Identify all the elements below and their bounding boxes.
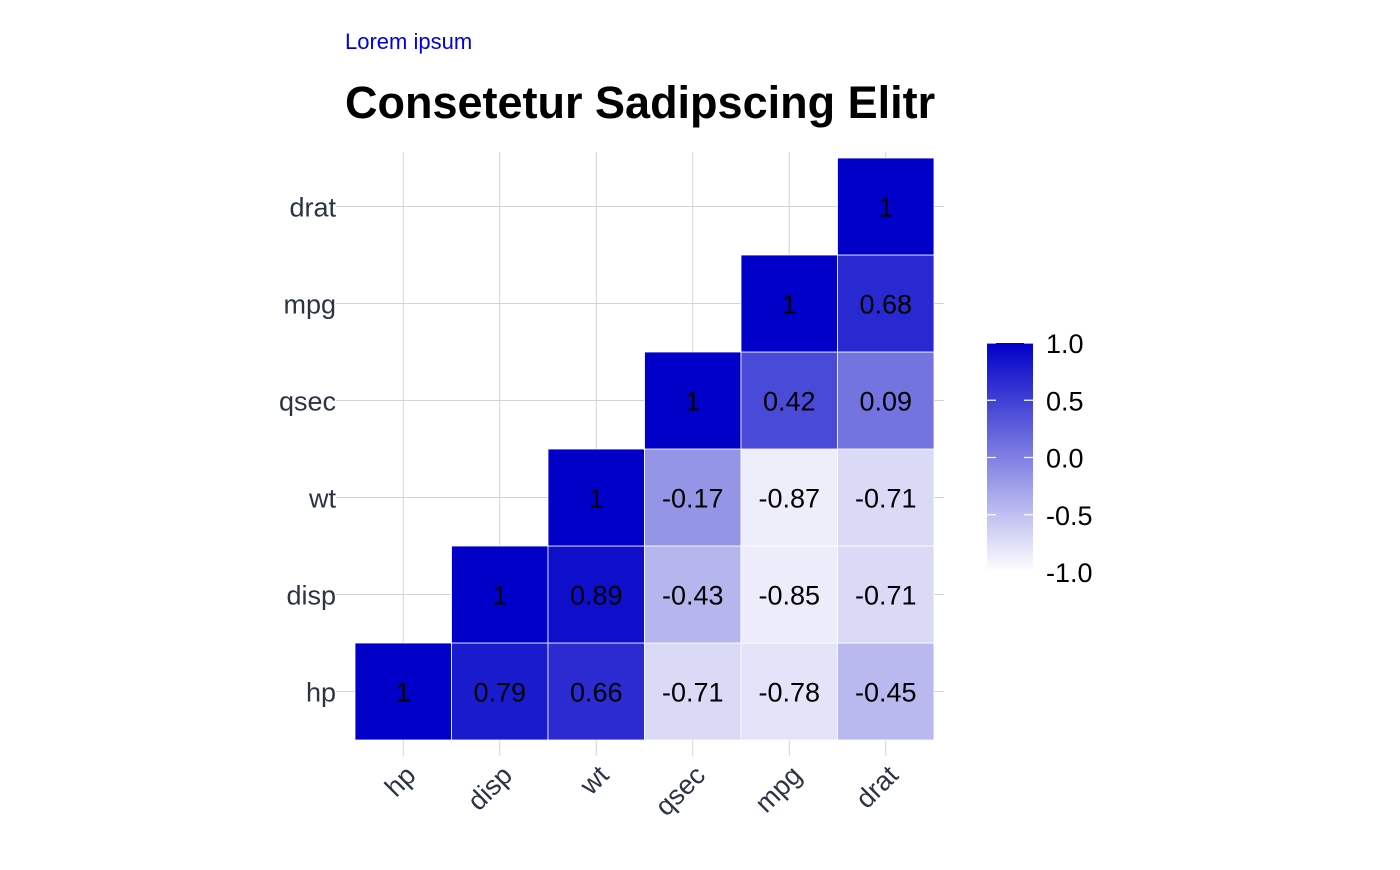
cell-label-mpg-hp: -0.78: [758, 678, 820, 708]
heatmap-cell-qsec-wt: [644, 448, 742, 547]
cell-label-drat-drat: 1: [878, 193, 893, 223]
chart-subtitle: Lorem ipsum: [345, 29, 472, 54]
y-tick-label-mpg: mpg: [283, 290, 336, 320]
heatmap-cell-drat-wt: [837, 448, 935, 547]
heatmap-cell-mpg-mpg: [740, 254, 838, 353]
heatmap-cell-wt-wt: [547, 448, 645, 547]
cell-label-drat-hp: -0.45: [855, 678, 917, 708]
y-tick-label-wt: wt: [308, 484, 336, 514]
chart-title: Consetetur Sadipscing Elitr: [345, 77, 935, 128]
cell-label-mpg-disp: -0.85: [758, 581, 820, 611]
x-tick-label-hp: hp: [379, 760, 421, 802]
cell-label-wt-disp: 0.89: [570, 581, 623, 611]
cell-label-drat-qsec: 0.09: [859, 387, 912, 417]
x-tick-label-disp: disp: [462, 760, 518, 816]
cell-label-hp-hp: 1: [396, 678, 411, 708]
legend-tick-label-0: 1.0: [1046, 329, 1084, 359]
legend-tick-label-3: -0.5: [1046, 501, 1093, 531]
heatmap-cell-drat-mpg: [837, 254, 935, 353]
cell-label-qsec-hp: -0.71: [662, 678, 724, 708]
y-axis: hp disp wt qsec mpg drat: [279, 193, 340, 708]
color-legend: 1.0 0.5 0.0 -0.5 -1.0: [987, 329, 1093, 588]
heatmap-cell-wt-disp: [547, 545, 645, 644]
heatmap-cell-mpg-wt: [740, 448, 838, 547]
heatmap-cell-disp-hp: [451, 642, 549, 741]
cell-label-drat-mpg: 0.68: [859, 290, 912, 320]
x-tick-label-wt: wt: [573, 760, 614, 801]
cell-label-mpg-mpg: 1: [782, 290, 797, 320]
legend-tick-label-1: 0.5: [1046, 386, 1084, 416]
cell-label-disp-hp: 0.79: [473, 678, 526, 708]
cell-label-disp-disp: 1: [492, 581, 507, 611]
heatmap-cell-qsec-qsec: [644, 351, 742, 450]
cell-label-wt-hp: 0.66: [570, 678, 623, 708]
heatmap-cell-drat-hp: [837, 642, 935, 741]
y-tick-label-qsec: qsec: [279, 387, 336, 417]
y-tick-label-drat: drat: [289, 193, 336, 223]
heatmap-cell-drat-drat: [837, 157, 935, 256]
x-tick-label-qsec: qsec: [649, 760, 711, 822]
cell-label-drat-disp: -0.71: [855, 581, 917, 611]
y-tick-label-hp: hp: [306, 678, 336, 708]
heatmap-cell-mpg-qsec: [740, 351, 838, 450]
heatmap-cell-drat-qsec: [837, 351, 935, 450]
cell-label-mpg-wt: -0.87: [758, 484, 820, 514]
x-axis: hp disp wt qsec mpg drat: [379, 752, 904, 822]
cell-label-wt-wt: 1: [589, 484, 604, 514]
y-tick-label-disp: disp: [286, 581, 336, 611]
heatmap-cell-disp-disp: [451, 545, 549, 644]
cell-labels: 1 0.79 0.66 -0.71 -0.78 -0.45 1 0.89 -0.43 -0.85 -…: [396, 193, 917, 708]
legend-tick-label-4: -1.0: [1046, 558, 1093, 588]
heatmap-cell-mpg-hp: [740, 642, 838, 741]
x-tick-label-mpg: mpg: [749, 760, 807, 818]
heatmap-cell-mpg-disp: [740, 545, 838, 644]
legend-tick-label-2: 0.0: [1046, 444, 1084, 474]
cell-label-mpg-qsec: 0.42: [763, 387, 816, 417]
heatmap-cell-hp-hp: [354, 642, 452, 741]
x-tick-label-drat: drat: [850, 760, 904, 814]
cell-label-qsec-qsec: 1: [685, 387, 700, 417]
cell-label-drat-wt: -0.71: [855, 484, 917, 514]
cell-label-qsec-wt: -0.17: [662, 484, 724, 514]
heatmap-tiles: [354, 157, 935, 741]
heatmap-cell-drat-disp: [837, 545, 935, 644]
cell-label-qsec-disp: -0.43: [662, 581, 724, 611]
